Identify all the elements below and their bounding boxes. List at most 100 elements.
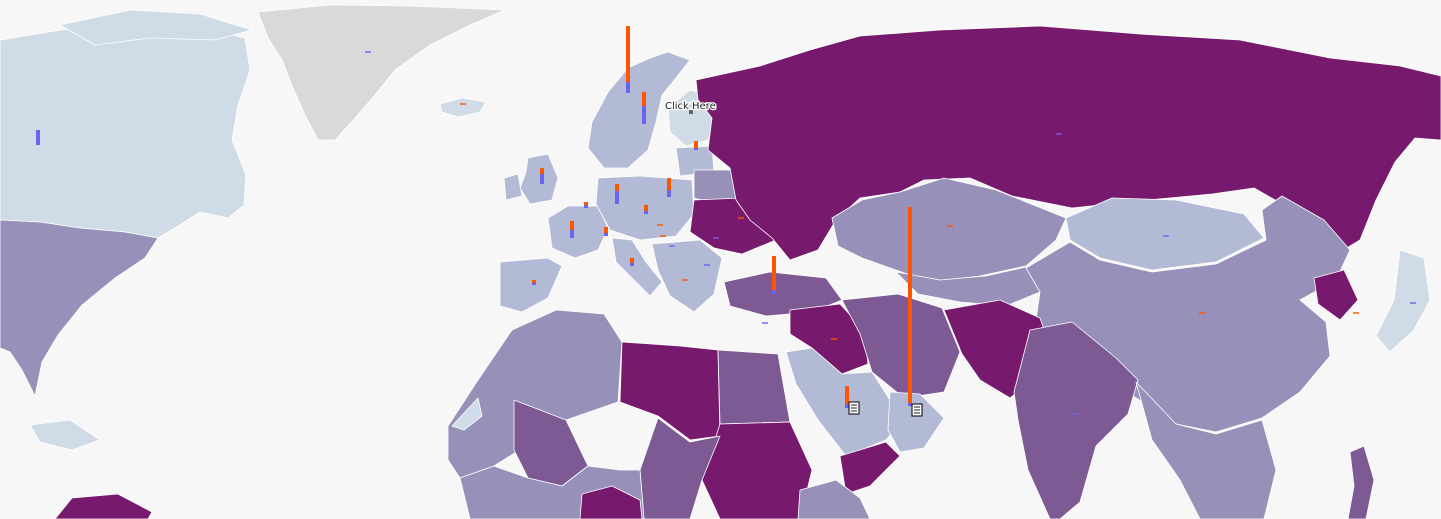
bar-segment-orange — [845, 386, 849, 404]
marker-dash-9 — [1072, 413, 1078, 415]
bar-segment-blue — [644, 211, 648, 214]
bar-segment-orange — [532, 280, 536, 283]
bar-segment-blue — [667, 190, 671, 197]
bar-segment-blue — [604, 233, 608, 236]
bar-segment-orange — [694, 141, 698, 148]
bar-segment-blue — [908, 403, 912, 406]
bar-segment-blue — [570, 230, 574, 238]
marker-dash-4 — [947, 225, 953, 227]
bar-segment-blue — [540, 174, 544, 184]
bar-segment-orange — [667, 178, 671, 190]
document-icon[interactable] — [911, 403, 923, 417]
country-balkans[interactable] — [651, 239, 723, 313]
bar-glyph-8[interactable] — [772, 256, 776, 294]
country-southeast-asia[interactable] — [1135, 381, 1277, 519]
country-iceland[interactable] — [439, 97, 487, 118]
marker-dashes — [365, 51, 1416, 415]
country-libya[interactable] — [619, 341, 721, 441]
bar-glyph-1[interactable] — [626, 26, 630, 93]
bar-glyphs — [36, 26, 912, 408]
bar-segment-blue — [642, 106, 646, 124]
country-iran[interactable] — [841, 293, 961, 399]
country-egypt[interactable] — [717, 349, 791, 425]
bar-segment-blue — [626, 82, 630, 93]
country-japan[interactable] — [1375, 249, 1431, 353]
bar-glyph-3[interactable] — [36, 130, 40, 145]
country-philippines[interactable] — [1347, 445, 1375, 519]
country-iberia[interactable] — [499, 257, 563, 313]
bar-segment-orange — [644, 205, 648, 211]
country-ethiopia[interactable] — [797, 479, 871, 519]
country-oman[interactable] — [887, 391, 945, 453]
marker-dash-12 — [738, 217, 744, 219]
country-mongolia[interactable] — [1065, 197, 1265, 271]
marker-dash-3 — [1056, 133, 1062, 135]
bar-glyph-7[interactable] — [570, 221, 574, 238]
country-greenland[interactable] — [257, 4, 506, 141]
bar-segment-blue — [36, 130, 40, 145]
country-italy[interactable] — [611, 237, 663, 297]
bar-glyph-13[interactable] — [644, 205, 648, 214]
marker-dash-10 — [831, 338, 837, 340]
marker-dash-2 — [460, 103, 466, 105]
bar-glyph-11[interactable] — [694, 141, 698, 150]
bar-segment-orange — [604, 227, 608, 233]
bar-segment-blue — [584, 205, 588, 208]
bar-segment-blue — [694, 148, 698, 150]
bar-segment-orange — [630, 258, 634, 263]
bar-segment-blue — [532, 283, 536, 285]
country-usa[interactable] — [0, 219, 159, 397]
bar-segment-orange — [642, 92, 646, 106]
bar-glyph-10[interactable] — [845, 386, 849, 408]
bar-glyph-16[interactable] — [532, 280, 536, 285]
bar-segment-blue — [772, 290, 776, 294]
bar-segment-blue — [615, 191, 619, 204]
country-ireland[interactable] — [503, 173, 523, 201]
bar-glyph-4[interactable] — [540, 168, 544, 184]
bar-segment-orange — [584, 202, 588, 205]
bar-glyph-14[interactable] — [630, 258, 634, 266]
click-here-label[interactable]: Click Here — [664, 100, 717, 114]
bar-segment-orange — [908, 207, 912, 403]
bar-segment-orange — [540, 168, 544, 174]
country-france[interactable] — [547, 205, 609, 259]
bar-segment-orange — [570, 221, 574, 230]
country-korea[interactable] — [1313, 269, 1359, 321]
bar-segment-orange — [772, 256, 776, 290]
bar-glyph-12[interactable] — [604, 227, 608, 236]
country-western-sahara[interactable] — [451, 397, 483, 431]
country-russia[interactable] — [695, 25, 1441, 261]
location-pin-icon — [689, 110, 693, 114]
marker-dash-6 — [1199, 312, 1205, 314]
marker-dash-1 — [365, 51, 371, 53]
country-arctic-islands[interactable] — [59, 9, 253, 46]
marker-dash-16 — [660, 235, 666, 237]
marker-dash-7 — [1410, 302, 1416, 304]
country-kazakhstan[interactable] — [831, 177, 1067, 283]
country-caribbean[interactable] — [29, 419, 101, 451]
marker-dash-13 — [704, 264, 710, 266]
bar-segment-orange — [615, 184, 619, 191]
click-here-callout[interactable]: Click Here — [664, 100, 717, 114]
country-uk[interactable] — [519, 153, 559, 205]
marker-dash-14 — [682, 279, 688, 281]
country-india[interactable] — [1013, 321, 1139, 519]
marker-dash-17 — [713, 237, 719, 239]
marker-dash-18 — [657, 224, 663, 226]
document-icon[interactable] — [848, 401, 860, 415]
bar-glyph-9[interactable] — [908, 207, 912, 406]
marker-dash-15 — [669, 245, 675, 247]
country-venezuela[interactable] — [54, 493, 153, 519]
marker-dash-8 — [1353, 312, 1359, 314]
country-scandinavia[interactable] — [587, 51, 691, 169]
marker-dash-5 — [1163, 235, 1169, 237]
bar-glyph-6[interactable] — [667, 178, 671, 197]
country-nigeria[interactable] — [579, 485, 643, 519]
bar-glyph-2[interactable] — [642, 92, 646, 124]
bar-glyph-15[interactable] — [584, 202, 588, 208]
bar-glyph-5[interactable] — [615, 184, 619, 204]
country-syria-iraq[interactable] — [789, 303, 869, 375]
bar-segment-blue — [845, 404, 849, 408]
